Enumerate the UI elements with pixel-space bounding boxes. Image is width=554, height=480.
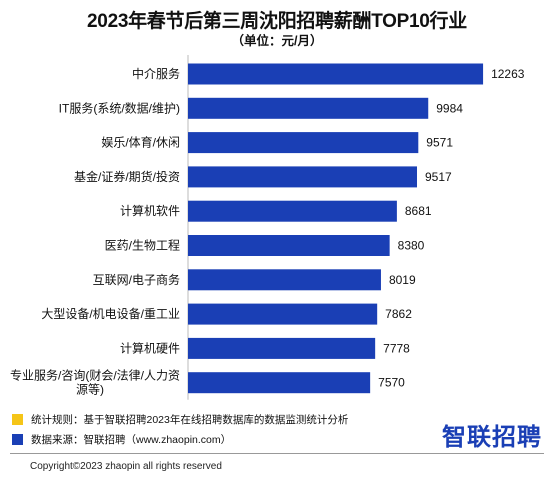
bar-7 bbox=[188, 303, 378, 325]
category-label-7: 大型设备/机电设备/重工业 bbox=[41, 307, 180, 321]
value-label-4: 8681 bbox=[405, 204, 432, 218]
value-label-6: 8019 bbox=[389, 273, 416, 287]
category-label-8: 计算机硬件 bbox=[120, 340, 180, 355]
divider bbox=[10, 453, 544, 454]
category-label-6: 互联网/电子商务 bbox=[93, 272, 180, 287]
chart-title: 2023年春节后第三周沈阳招聘薪酬TOP10行业 bbox=[87, 11, 467, 32]
yellow-square-icon bbox=[12, 414, 23, 425]
note-rule: 统计规则：基于智联招聘2023年在线招聘数据库的数据监测统计分析 bbox=[12, 412, 348, 427]
note-source-text: 数据来源：智联招聘（www.zhaopin.com） bbox=[31, 434, 232, 446]
copyright-text: Copyright©2023 zhaopin all rights reserv… bbox=[30, 461, 222, 472]
value-label-2: 9571 bbox=[426, 136, 453, 150]
value-label-5: 8380 bbox=[398, 239, 425, 253]
note-source: 数据来源：智联招聘（www.zhaopin.com） bbox=[12, 432, 231, 447]
category-label-2: 娱乐/体育/休闲 bbox=[101, 135, 180, 150]
category-label-1: IT服务(系统/数据/维护) bbox=[59, 100, 180, 115]
note-rule-text: 统计规则：基于智联招聘2023年在线招聘数据库的数据监测统计分析 bbox=[31, 414, 349, 426]
bar-3 bbox=[188, 166, 418, 188]
bar-2 bbox=[188, 132, 419, 154]
category-label-3: 基金/证券/期货/投资 bbox=[74, 169, 180, 184]
blue-square-icon bbox=[12, 434, 23, 445]
bar-4 bbox=[188, 200, 397, 222]
value-label-1: 9984 bbox=[436, 101, 463, 115]
bar-5 bbox=[188, 235, 390, 256]
category-label-0: 中介服务 bbox=[132, 66, 180, 81]
bar-8 bbox=[188, 337, 376, 359]
bar-9 bbox=[188, 372, 371, 394]
value-label-0: 12263 bbox=[491, 67, 525, 81]
bar-6 bbox=[188, 269, 381, 291]
bar-0 bbox=[188, 63, 484, 85]
category-label-5: 医药/生物工程 bbox=[105, 238, 180, 253]
category-label-4: 计算机软件 bbox=[120, 203, 180, 218]
zhaopin-logo: 智联招聘 bbox=[442, 423, 542, 451]
value-label-7: 7862 bbox=[385, 307, 412, 321]
value-label-8: 7778 bbox=[383, 341, 410, 355]
category-label-9-line-0: 专业服务/咨询(财会/法律/人力资 bbox=[10, 368, 180, 383]
value-label-3: 9517 bbox=[425, 170, 452, 184]
category-label-9-line-1: 源等) bbox=[76, 383, 104, 397]
bar-1 bbox=[188, 97, 429, 119]
chart-subtitle: （单位：元/月） bbox=[231, 34, 323, 48]
value-label-9: 7570 bbox=[378, 376, 405, 390]
bar-chart: 12263 中介服务 9984 IT服务(系统/数据/维护) 9571 娱乐/体育/休闲 9… bbox=[10, 55, 525, 400]
